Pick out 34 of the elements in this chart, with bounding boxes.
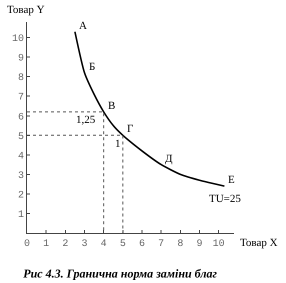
line-series (74, 30, 226, 187)
x-tick-label: 0 (24, 239, 30, 250)
annotation: А (79, 20, 87, 32)
y-tick-label: 8 (18, 73, 24, 84)
annotation: 1,25 (76, 114, 96, 126)
annotation: Е (228, 174, 235, 186)
y-tick-label: 7 (18, 92, 24, 104)
annotation: 1 (115, 138, 120, 150)
x-tick-label: 7 (158, 239, 164, 250)
y-tick-label: 2 (18, 190, 24, 202)
y-tick-label: 4 (18, 151, 24, 162)
x-tick-label: 5 (120, 239, 126, 250)
y-tick-label: 6 (18, 112, 24, 124)
x-axis-title: Товар X (240, 237, 278, 249)
x-tick-label: 1 (43, 239, 50, 250)
y-axis-title: Товар Y (7, 4, 45, 16)
y-tick-label: 1 (18, 210, 24, 221)
annotation: Г (127, 123, 134, 135)
x-tick-label: 3 (81, 239, 88, 250)
x-tick-label: 9 (196, 239, 203, 250)
x-tick-label: 4 (100, 239, 107, 250)
x-tick-label: 2 (62, 239, 68, 250)
x-tick-label: 8 (177, 239, 184, 250)
annotation: TU=25 (209, 193, 242, 205)
annotation: В (108, 100, 116, 112)
y-tick-label: 3 (18, 170, 24, 182)
text: Рис 4.3. Гранична норма заміни благ (23, 266, 218, 280)
y-tick-label: 10 (12, 34, 24, 46)
y-tick-label: 9 (18, 54, 24, 65)
y-tick-label: 5 (18, 132, 24, 143)
annotation: Д (165, 153, 173, 165)
annotation: Б (89, 61, 96, 73)
x-tick-label: 6 (138, 239, 146, 250)
x-tick-label: 10 (212, 239, 225, 250)
